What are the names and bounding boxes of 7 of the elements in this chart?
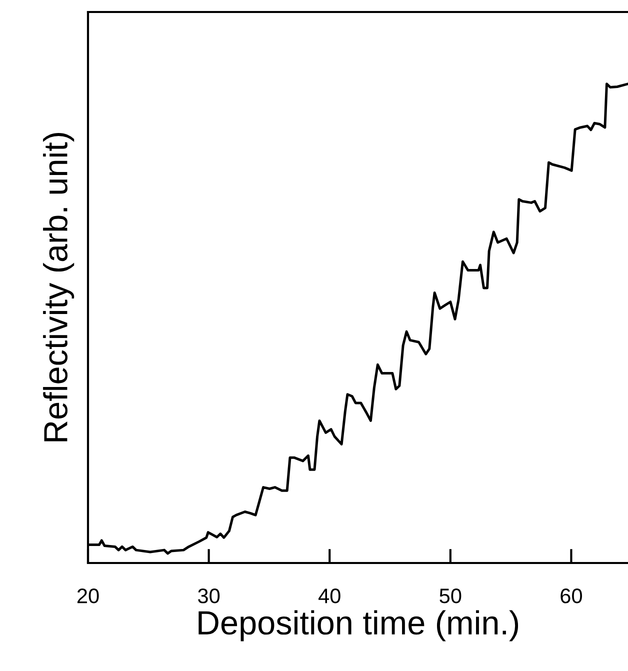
x-axis-title: Deposition time (min.)	[198, 610, 518, 642]
x-tick-label: 40	[318, 588, 340, 604]
x-tick-label: 50	[440, 588, 462, 604]
x-tick-label: 30	[198, 588, 220, 604]
x-tick-label: 60	[560, 588, 582, 604]
y-axis-title: Reflectivity (arb. unit)	[43, 133, 74, 442]
x-tick-label: 20	[77, 588, 99, 604]
